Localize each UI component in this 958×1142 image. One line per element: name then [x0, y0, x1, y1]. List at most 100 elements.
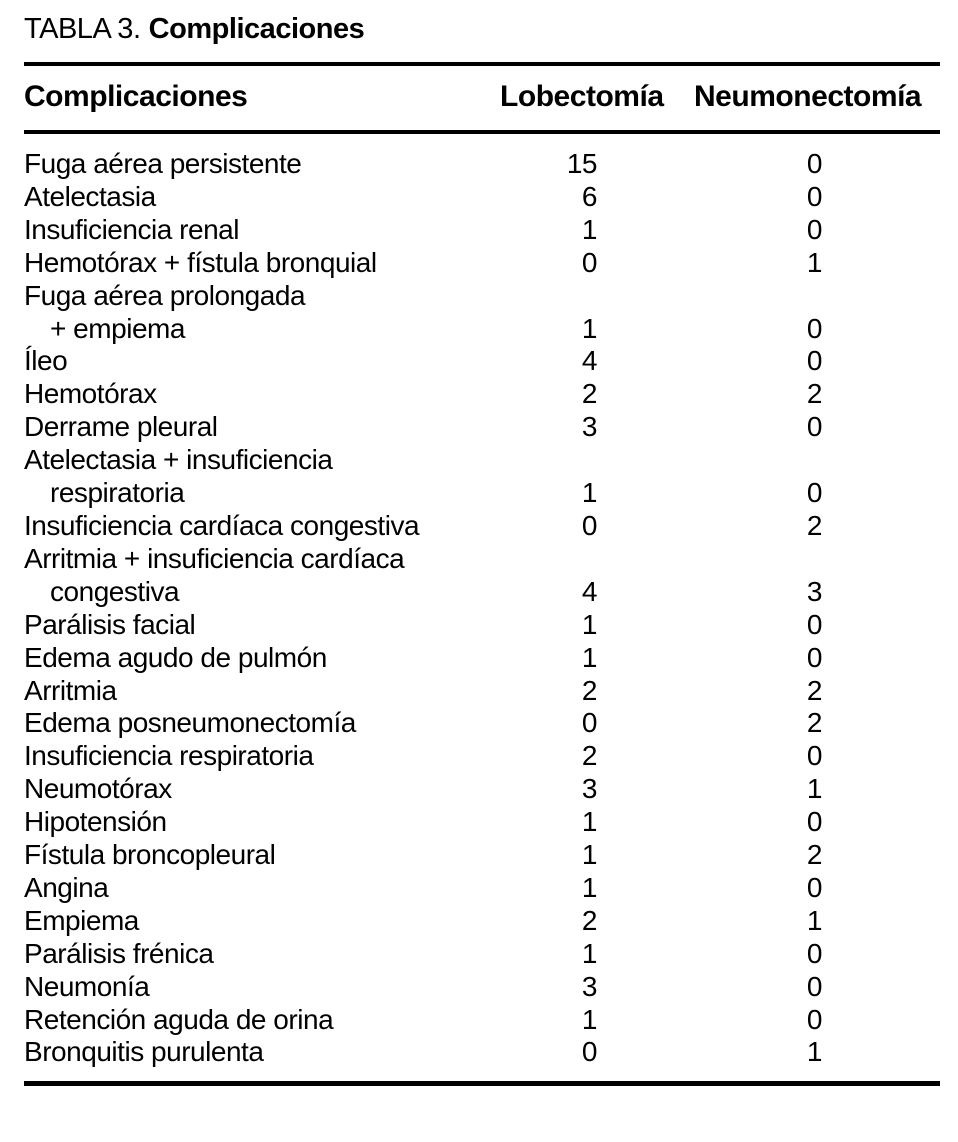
- neumonectomia-value: 0: [806, 1003, 823, 1035]
- neumonectomia-value: 1: [806, 246, 823, 278]
- neumonectomia-value: [597, 280, 822, 313]
- row-spacer: [822, 740, 940, 773]
- table-row: Insuficiencia respiratoria 2 0: [24, 740, 940, 773]
- complication-name: Edema agudo de pulmón: [24, 641, 327, 673]
- neumonectomia-value: 2: [806, 839, 823, 871]
- table-row: Edema agudo de pulmón 1 0: [24, 642, 940, 675]
- neumonectomia-value: 0: [806, 740, 823, 772]
- table-row: Hipotensión 1 0: [24, 806, 940, 839]
- complication-name: Insuficiencia renal: [24, 213, 240, 245]
- lobectomia-value: 3: [581, 411, 598, 443]
- lobectomia-value: 1: [581, 213, 598, 245]
- row-spacer: [822, 543, 940, 576]
- table-row: Parálisis frénica 1 0: [24, 938, 940, 971]
- lobectomia-value: 1: [581, 312, 598, 344]
- lobectomia-value: 2: [581, 674, 598, 706]
- table-row: Arritmia + insuficiencia cardíaca: [24, 543, 940, 576]
- lobectomia-value: 6: [581, 180, 598, 212]
- row-spacer: [822, 971, 940, 1004]
- lobectomia-value: 1: [581, 871, 598, 903]
- table-row: Atelectasia 6 0: [24, 181, 940, 214]
- lobectomia-value: [500, 280, 597, 313]
- row-spacer: [822, 1036, 940, 1069]
- lobectomia-value: 3: [581, 773, 598, 805]
- table-row: Fuga aérea persistente 15 0: [24, 148, 940, 181]
- row-spacer: [822, 345, 940, 378]
- row-spacer: [822, 444, 940, 477]
- row-spacer: [822, 938, 940, 971]
- col-header-neumonectomia: Neumonectomía: [694, 80, 922, 113]
- complication-name: Insuficiencia respiratoria: [24, 740, 314, 772]
- row-spacer: [822, 411, 940, 444]
- lobectomia-value: 3: [581, 970, 598, 1002]
- neumonectomia-value: 1: [806, 904, 823, 936]
- lobectomia-value: 1: [581, 641, 598, 673]
- neumonectomia-value: 0: [806, 345, 823, 377]
- complication-name: Parálisis facial: [24, 608, 196, 640]
- table-row: Hemotórax 2 2: [24, 378, 940, 411]
- complication-name: Retención aguda de orina: [24, 1003, 334, 1035]
- lobectomia-value: 0: [581, 246, 598, 278]
- complication-name: Derrame pleural: [24, 411, 218, 443]
- neumonectomia-value: 2: [806, 378, 823, 410]
- neumonectomia-value: 2: [806, 674, 823, 706]
- complication-name: Edema posneumonectomía: [24, 707, 356, 739]
- complication-name: Fístula broncopleural: [24, 839, 276, 871]
- table-row: congestiva 4 3: [24, 576, 940, 609]
- row-spacer: [822, 872, 940, 905]
- bottom-rule: [24, 1081, 940, 1087]
- row-spacer: [822, 477, 940, 510]
- row-spacer: [822, 773, 940, 806]
- table-row: respiratoria 1 0: [24, 477, 940, 510]
- table-row: Insuficiencia renal 1 0: [24, 214, 940, 247]
- complication-name: Neumonía: [24, 970, 150, 1002]
- table-row: Arritmia 2 2: [24, 675, 940, 708]
- lobectomia-value: [500, 444, 597, 477]
- lobectomia-value: 2: [581, 740, 598, 772]
- complication-name: Arritmia: [24, 674, 117, 706]
- neumonectomia-value: 0: [806, 213, 823, 245]
- neumonectomia-value: 0: [806, 608, 823, 640]
- neumonectomia-value: 0: [806, 477, 823, 509]
- complication-name-continuation: + empiema: [50, 312, 185, 344]
- row-spacer: [822, 214, 940, 247]
- table-row: Hemotórax + fístula bronquial 0 1: [24, 247, 940, 280]
- lobectomia-value: 1: [581, 608, 598, 640]
- complication-name: Empiema: [24, 904, 139, 936]
- neumonectomia-value: 0: [806, 641, 823, 673]
- row-spacer: [822, 642, 940, 675]
- row-spacer: [822, 839, 940, 872]
- table-caption: TABLA 3. Complicaciones: [24, 12, 940, 46]
- neumonectomia-value: 0: [806, 148, 823, 179]
- neumonectomia-value: 0: [806, 970, 823, 1002]
- top-rule: [24, 62, 940, 66]
- complication-name: Fuga aérea persistente: [24, 148, 302, 179]
- lobectomia-value: 1: [581, 1003, 598, 1035]
- lobectomia-value: 1: [581, 937, 598, 969]
- neumonectomia-value: 1: [806, 1036, 823, 1068]
- row-spacer: [822, 707, 940, 740]
- complication-name: Hemotórax + fístula bronquial: [24, 246, 377, 278]
- table-row: Neumotórax 3 1: [24, 773, 940, 806]
- table-caption-title: Complicaciones: [148, 13, 365, 45]
- complication-name-continuation: congestiva: [50, 575, 180, 607]
- lobectomia-value: 1: [581, 839, 598, 871]
- complication-name: Arritmia + insuficiencia cardíaca: [24, 542, 405, 574]
- neumonectomia-value: [597, 543, 822, 576]
- table-row: Edema posneumonectomía 0 2: [24, 707, 940, 740]
- row-spacer: [822, 378, 940, 411]
- neumonectomia-value: 1: [806, 773, 823, 805]
- row-spacer: [822, 806, 940, 839]
- complication-name: Hipotensión: [24, 806, 167, 838]
- row-spacer: [822, 247, 940, 280]
- table-caption-prefix: TABLA 3.: [24, 13, 141, 45]
- row-spacer: [822, 280, 940, 313]
- complication-name: Angina: [24, 871, 109, 903]
- col-header-complicaciones: Complicaciones: [24, 80, 248, 113]
- complication-name: Neumotórax: [24, 773, 172, 805]
- lobectomia-value: 0: [581, 707, 598, 739]
- complication-name: Parálisis frénica: [24, 937, 214, 969]
- lobectomia-value: [500, 543, 597, 576]
- neumonectomia-value: 2: [806, 707, 823, 739]
